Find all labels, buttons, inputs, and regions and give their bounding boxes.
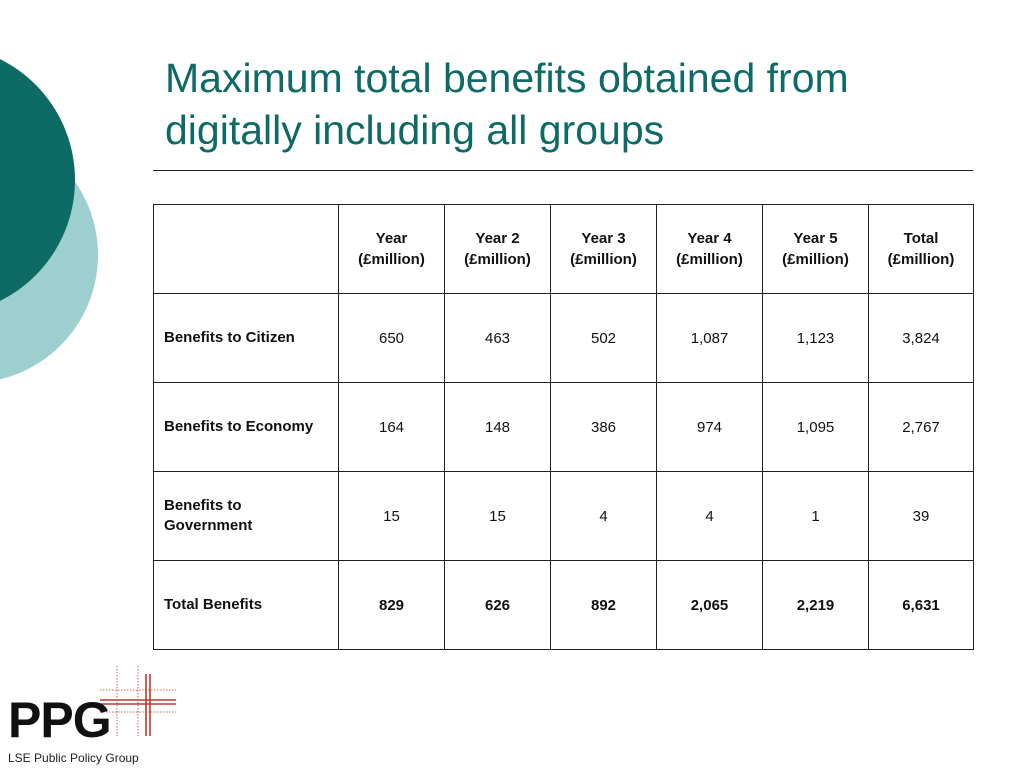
table-cell: 148: [444, 382, 551, 472]
dark-teal-circle: [0, 59, 75, 301]
row-label: Benefits to Citizen: [153, 293, 339, 383]
table-cell: 1,095: [762, 382, 869, 472]
slide-title-line-1: Maximum total benefits obtained from: [165, 55, 849, 101]
table-cell: 626: [444, 560, 551, 650]
table-cell: 2,219: [762, 560, 869, 650]
table-cell: 39: [868, 471, 974, 561]
ppg-logo: PPG: [8, 692, 112, 748]
table-row-citizen: Benefits to Citizen 650 463 502 1,087 1,…: [153, 293, 974, 383]
header-unit: (£million): [464, 251, 531, 268]
table-cell: 2,767: [868, 382, 974, 472]
decorative-circles: [0, 59, 98, 380]
header-label: Year 5: [793, 230, 838, 247]
benefits-table: Year (£million) Year 2 (£million) Year 3 (£…: [153, 204, 974, 650]
header-total: Total (£million): [868, 204, 974, 294]
header-year-2: Year 2 (£million): [444, 204, 551, 294]
table-cell: 15: [338, 471, 445, 561]
table-row-economy: Benefits to Economy 164 148 386 974 1,09…: [153, 382, 974, 472]
header-year-4: Year 4 (£million): [656, 204, 763, 294]
header-year-1: Year (£million): [338, 204, 445, 294]
table-cell: 15: [444, 471, 551, 561]
header-label: Year 2: [475, 230, 520, 247]
table-header-row: Year (£million) Year 2 (£million) Year 3 (£…: [153, 204, 974, 294]
row-label: Benefits to Government: [153, 471, 339, 561]
header-label: Total: [903, 230, 939, 247]
table-cell: 1,087: [656, 293, 763, 383]
table-cell: 2,065: [656, 560, 763, 650]
header-unit: (£million): [570, 251, 637, 268]
table-cell: 1: [762, 471, 869, 561]
header-label: Year 4: [687, 230, 732, 247]
table-cell: 4: [550, 471, 657, 561]
table-cell: 650: [338, 293, 445, 383]
table-cell: 6,631: [868, 560, 974, 650]
table-cell: 974: [656, 382, 763, 472]
header-unit: (£million): [782, 251, 849, 268]
ppg-cross-mark-icon: [100, 666, 176, 736]
slide-title: Maximum total benefits obtained from dig…: [165, 52, 985, 156]
table-row-total: Total Benefits 829 626 892 2,065 2,219 6…: [153, 560, 974, 650]
header-label: Year: [375, 230, 408, 247]
header-unit: (£million): [676, 251, 743, 268]
slide-title-line-2: digitally including all groups: [165, 107, 665, 153]
table-row-government: Benefits to Government 15 15 4 4 1 39: [153, 471, 974, 561]
table-cell: 3,824: [868, 293, 974, 383]
row-label: Total Benefits: [153, 560, 339, 650]
header-unit: (£million): [358, 251, 425, 268]
header-year-3: Year 3 (£million): [550, 204, 657, 294]
table-cell: 892: [550, 560, 657, 650]
table-cell: 1,123: [762, 293, 869, 383]
header-unit: (£million): [887, 251, 955, 268]
table-cell: 502: [550, 293, 657, 383]
table-cell: 4: [656, 471, 763, 561]
table-cell: 164: [338, 382, 445, 472]
logo-subtitle: LSE Public Policy Group: [8, 751, 139, 765]
header-corner-cell: [153, 204, 339, 294]
header-label: Year 3: [581, 230, 626, 247]
table-cell: 829: [338, 560, 445, 650]
title-divider: [153, 170, 973, 171]
table-cell: 386: [550, 382, 657, 472]
row-label: Benefits to Economy: [153, 382, 339, 472]
header-year-5: Year 5 (£million): [762, 204, 869, 294]
table-cell: 463: [444, 293, 551, 383]
